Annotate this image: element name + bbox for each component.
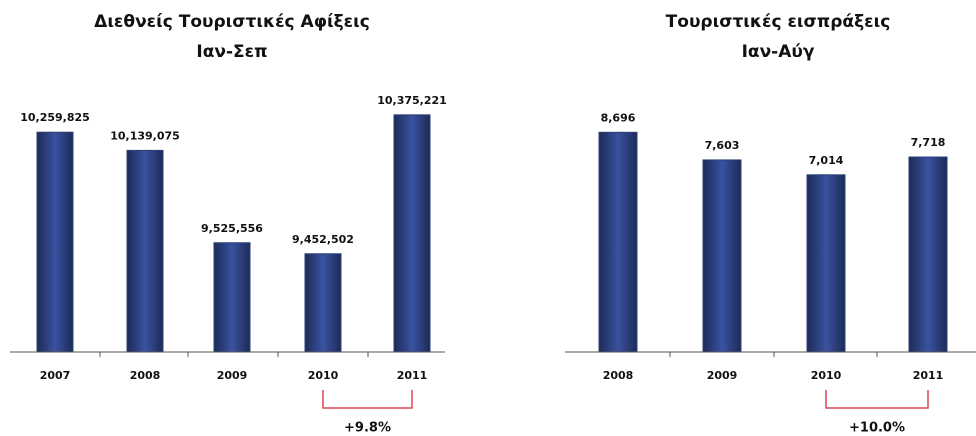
chart-subtitle: Ιαν-Σεπ [196,42,267,62]
bar [126,149,164,353]
bar [393,114,431,353]
value-label: 7,603 [705,139,740,152]
bar [702,159,742,353]
value-label: 7,718 [911,136,946,149]
bar [908,156,948,353]
chart-title: Διεθνείς Τουριστικές Αφίξεις [94,12,370,32]
bar [806,174,846,353]
x-tick-label: 2010 [308,369,339,382]
annotation: +10.0% [849,421,905,436]
x-tick-label: 2011 [397,369,428,382]
value-label: 9,452,502 [292,233,354,246]
x-tick-label: 2008 [130,369,161,382]
x-tick-label: 2007 [40,369,71,382]
x-tick-label: 2011 [913,369,944,382]
value-label: 9,525,556 [201,222,263,235]
x-tick-label: 2008 [603,369,634,382]
value-label: 10,259,825 [20,111,90,124]
chart-title: Τουριστικές εισπράξεις [666,12,891,32]
bar [598,131,638,353]
value-label: 10,139,075 [110,129,180,142]
chart-subtitle: Ιαν-Αύγ [742,42,815,62]
value-label: 8,696 [601,111,636,124]
bar [36,131,74,353]
bracket [825,390,929,409]
bracket [322,390,413,409]
bar [213,242,251,353]
bar [304,253,342,353]
x-tick-label: 2010 [811,369,842,382]
x-tick-label: 2009 [707,369,738,382]
annotation: +9.8% [344,421,391,436]
value-label: 10,375,221 [377,94,447,107]
x-tick-label: 2009 [217,369,248,382]
value-label: 7,014 [809,154,844,167]
